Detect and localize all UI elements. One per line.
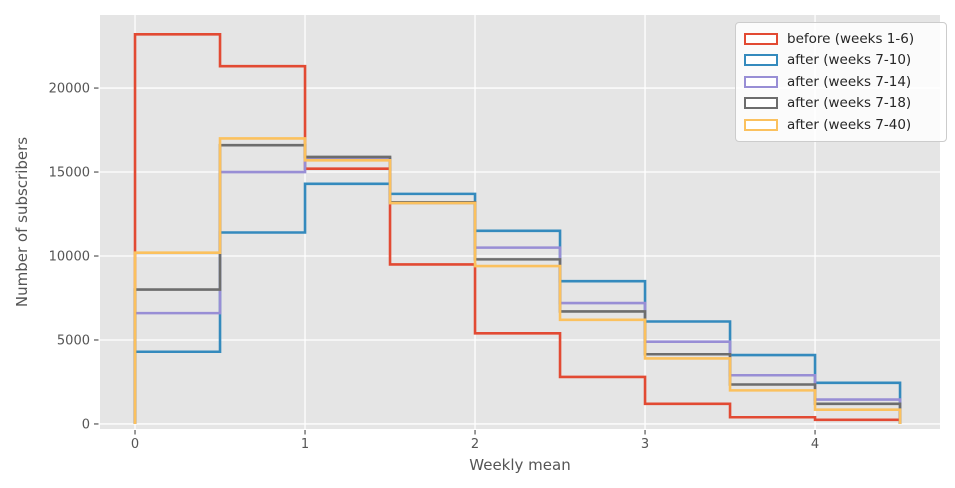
legend-item: after (weeks 7-18) <box>744 93 940 115</box>
y-tick-label: 0 <box>82 417 90 432</box>
legend-swatch <box>744 118 778 131</box>
x-tick-label: 3 <box>641 437 649 452</box>
x-tick-label: 4 <box>811 437 819 452</box>
legend-item: after (weeks 7-14) <box>744 71 940 93</box>
series-path-before-weeks-1-6 <box>133 33 902 424</box>
legend-label: after (weeks 7-10) <box>787 52 912 69</box>
y-tick-label: 10000 <box>49 250 90 265</box>
legend-label: after (weeks 7-40) <box>787 116 912 133</box>
x-axis-label: Weekly mean <box>469 456 571 474</box>
legend-label: after (weeks 7-18) <box>787 95 912 112</box>
y-tick-label: 5000 <box>57 333 90 348</box>
y-tick-label: 15000 <box>49 166 90 181</box>
series-path-after-weeks-7-14 <box>133 156 902 424</box>
x-tick-label: 0 <box>131 437 139 452</box>
legend-swatch <box>744 97 778 110</box>
legend-item: after (weeks 7-10) <box>744 50 940 72</box>
series-path-after-weeks-7-40 <box>133 137 902 424</box>
legend-swatch <box>744 32 778 45</box>
y-tick-label: 20000 <box>49 82 90 97</box>
x-tick-label: 2 <box>471 437 479 452</box>
legend-label: after (weeks 7-14) <box>787 73 912 90</box>
legend-item: after (weeks 7-40) <box>744 114 940 136</box>
series-path-after-weeks-7-18 <box>133 143 902 424</box>
legend-swatch <box>744 54 778 67</box>
series-path-after-weeks-7-10 <box>133 182 902 424</box>
legend-item: before (weeks 1-6) <box>744 28 940 50</box>
legend: before (weeks 1-6) after (weeks 7-10) afte… <box>735 22 947 142</box>
legend-swatch <box>744 75 778 88</box>
y-axis-label: Number of subscribers <box>13 136 31 308</box>
x-tick-label: 1 <box>301 437 309 452</box>
legend-label: before (weeks 1-6) <box>787 30 915 47</box>
